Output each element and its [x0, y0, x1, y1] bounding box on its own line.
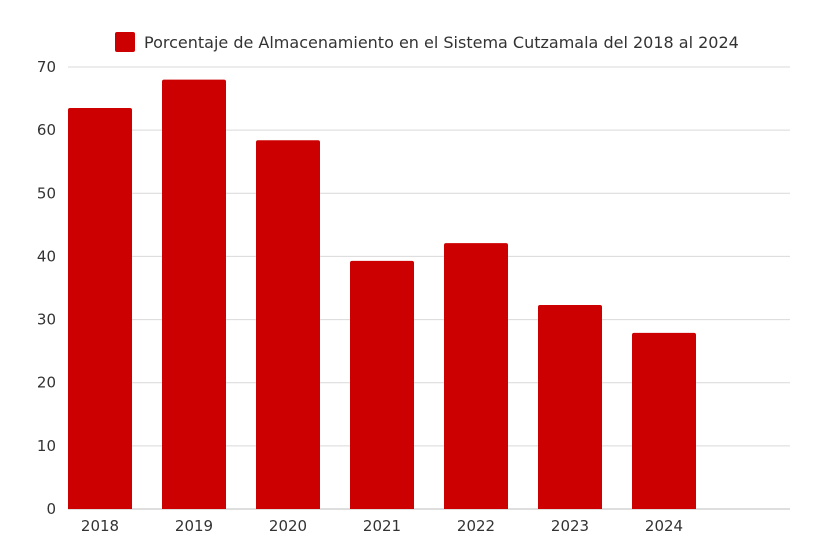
x-tick-label: 2020 [269, 517, 307, 535]
bar-2021 [350, 260, 414, 509]
bar-2023 [538, 305, 602, 509]
x-tick-label: 2021 [363, 517, 401, 535]
y-tick-label: 60 [37, 121, 56, 139]
y-tick-label: 40 [37, 247, 56, 265]
x-tick-label: 2022 [457, 517, 495, 535]
y-axis-tick-labels: 0 10 20 30 40 50 60 70 [37, 58, 56, 518]
x-tick-label: 2018 [81, 517, 119, 535]
bar-2018 [68, 108, 132, 510]
x-tick-label: 2024 [645, 517, 683, 535]
y-tick-label: 0 [46, 500, 56, 518]
legend: Porcentaje de Almacenamiento en el Siste… [115, 32, 739, 52]
bar-2022 [444, 243, 508, 509]
y-tick-label: 20 [37, 374, 56, 392]
y-tick-label: 10 [37, 437, 56, 455]
x-axis-tick-labels: 2018 2019 2020 2021 2022 2023 2024 [81, 517, 683, 535]
x-tick-label: 2023 [551, 517, 589, 535]
bar-2024 [632, 332, 696, 509]
y-tick-label: 50 [37, 184, 56, 202]
bars [68, 79, 696, 510]
bar-2020 [256, 140, 320, 509]
y-tick-label: 30 [37, 311, 56, 329]
legend-label: Porcentaje de Almacenamiento en el Siste… [144, 33, 739, 52]
bar-2019 [162, 79, 226, 509]
x-tick-label: 2019 [175, 517, 213, 535]
y-tick-label: 70 [37, 58, 56, 76]
legend-swatch [115, 32, 135, 52]
